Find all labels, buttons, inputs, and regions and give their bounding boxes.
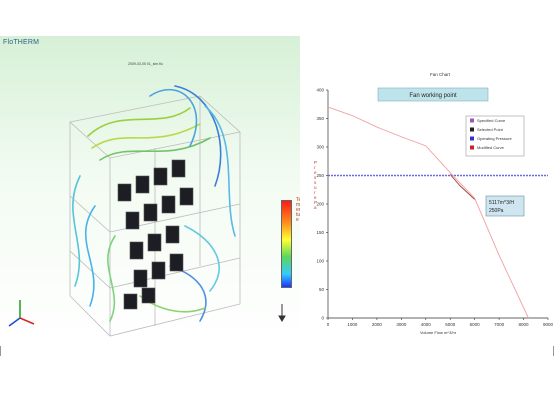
banner-box <box>377 87 489 102</box>
rack-3d-model <box>8 85 286 337</box>
y-tick-label: 0 <box>321 316 324 321</box>
chart-title: Fan Chart <box>430 72 451 77</box>
corner-bracket-left <box>0 346 7 356</box>
y-tick-label: 200 <box>316 202 324 207</box>
x-axis-label: Volume Flow m^3/hr <box>420 330 457 335</box>
x-tick-label: 3000 <box>396 322 407 327</box>
scale-label: Temperature <box>296 197 303 223</box>
legend-entry: Specified Curve <box>477 118 506 123</box>
x-tick-label: 6000 <box>470 322 481 327</box>
x-tick-label: 9000 <box>543 322 554 327</box>
x-tick-label: 1000 <box>347 322 358 327</box>
axis-triad-icon <box>8 300 35 327</box>
banner-text: Fan working point <box>409 93 457 99</box>
app-title: FloTHERM <box>3 39 40 46</box>
series-specified-curve <box>327 106 529 319</box>
x-tick-label: 5000 <box>445 322 456 327</box>
y-tick-label: 50 <box>319 287 325 292</box>
y-tick-label: 350 <box>316 116 324 121</box>
operating-pressure-label: 250Pa <box>489 208 504 214</box>
down-arrow-icon <box>278 304 286 322</box>
legend-swatch <box>470 136 474 141</box>
temperature-scale <box>281 200 292 288</box>
x-tick-label: 4000 <box>421 322 432 327</box>
operating-flow-label: 5117m^3/H <box>489 200 514 206</box>
y-tick-label: 250 <box>316 173 324 178</box>
x-tick-label: 2000 <box>372 322 383 327</box>
legend-entry: Operating Pressure <box>477 136 512 141</box>
y-tick-label: 100 <box>316 259 324 264</box>
y-tick-label: 300 <box>316 145 324 150</box>
corner-bracket-right <box>553 346 560 356</box>
legend-swatch <box>470 118 474 123</box>
legend-entry: Selected Point <box>477 127 504 132</box>
x-tick-label: 8000 <box>519 322 530 327</box>
simulation-view[interactable]: FloTHERM 2009-03-05 01_sim.flo <box>0 36 300 342</box>
legend-box <box>465 115 525 157</box>
y-tick-label: 400 <box>316 88 324 93</box>
fan-chart-panel: Fan Chart 0 50 100 150 200 250 300 350 400 0 1000 2… <box>300 36 560 342</box>
operating-point-box <box>485 195 525 217</box>
file-label: 2009-03-05 01_sim.flo <box>128 62 163 66</box>
legend-swatch <box>470 127 474 132</box>
x-tick-label: 0 <box>327 322 330 327</box>
legend-swatch <box>470 145 474 150</box>
legend-entry: Modified Curve <box>477 145 505 150</box>
x-tick-label: 7000 <box>494 322 505 327</box>
series-modified-curve <box>449 174 475 200</box>
y-tick-label: 150 <box>316 230 324 235</box>
